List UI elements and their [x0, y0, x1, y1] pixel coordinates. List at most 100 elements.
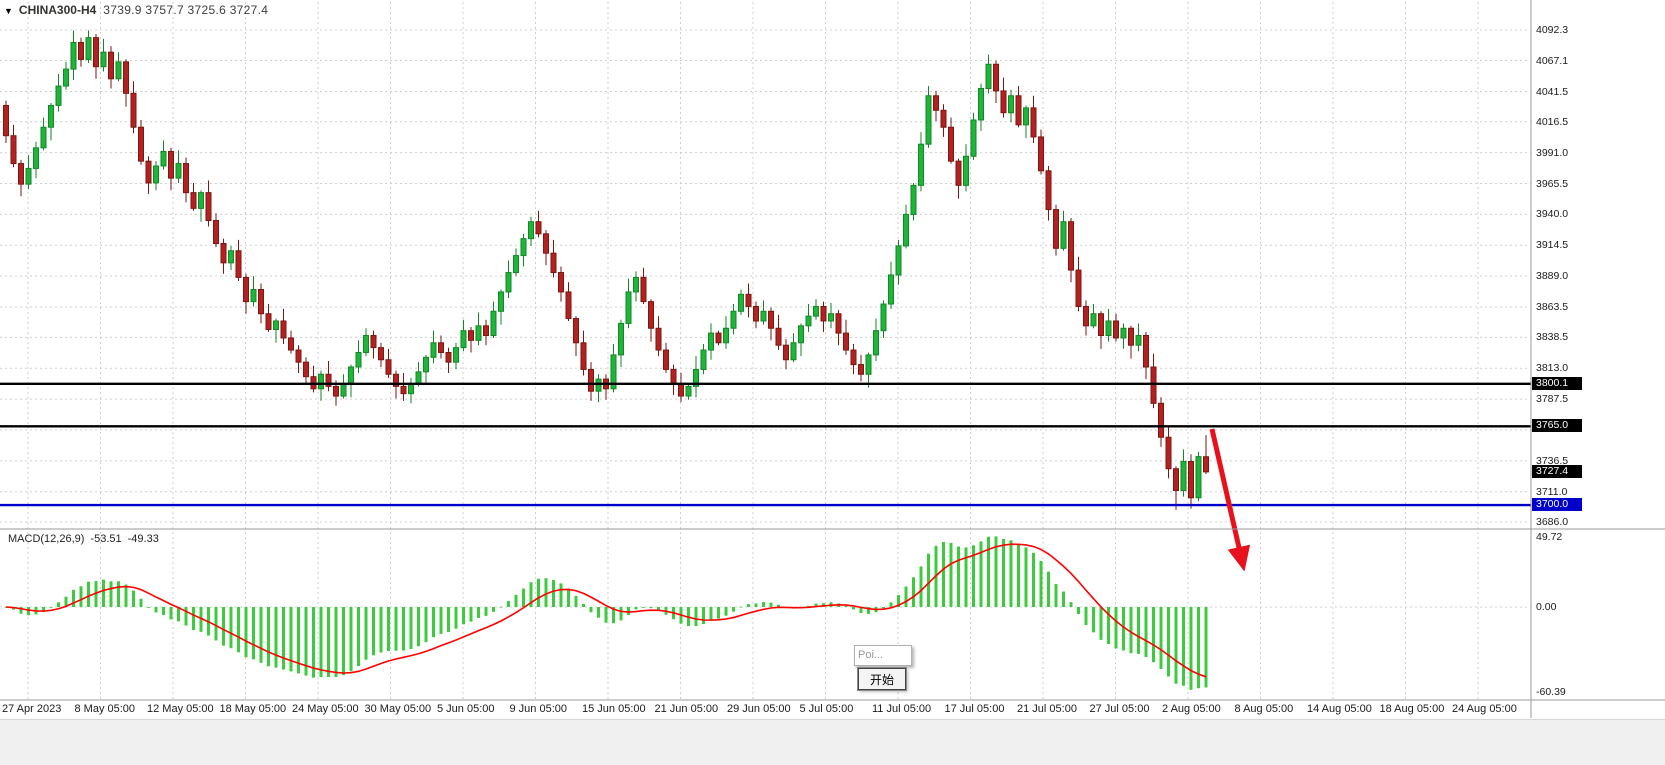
macd-bar: [297, 607, 300, 674]
candle-body: [430, 342, 437, 358]
time-label: 18 May 05:00: [219, 703, 287, 715]
macd-bar: [1152, 607, 1155, 663]
macd-bar: [949, 542, 953, 607]
candle-body: [970, 119, 977, 157]
time-label: 9 Jun 05:00: [509, 703, 568, 715]
macd-bar: [859, 607, 863, 614]
candle-body: [798, 325, 804, 344]
panel-borders: [0, 0, 1665, 718]
candle-body: [220, 242, 227, 264]
candle-body: [745, 293, 752, 307]
candle-body: [843, 332, 849, 351]
candle-body: [100, 51, 107, 68]
macd-bar: [529, 582, 533, 607]
candle-body: [213, 219, 219, 244]
macd-bar: [1174, 607, 1178, 684]
macd-bar: [492, 607, 495, 612]
candle-body: [1038, 136, 1044, 172]
candle-body: [805, 315, 812, 327]
macd-bar: [507, 600, 510, 607]
candle-body: [265, 313, 272, 330]
candle-body: [873, 330, 879, 356]
macd-bar: [1084, 607, 1088, 626]
candle-body: [895, 245, 902, 276]
price-tick-label: 4041.5: [1536, 85, 1569, 98]
trend-arrow[interactable]: [1209, 428, 1251, 572]
candles: [3, 30, 1209, 510]
time-label: 21 Jun 05:00: [654, 703, 719, 715]
macd-bar: [117, 581, 120, 607]
time-label: 15 Jun 05:00: [582, 703, 646, 715]
macd-main-value: -53.51: [90, 533, 122, 545]
price-tick-label: 3965.5: [1536, 177, 1569, 190]
candle-body: [10, 135, 17, 165]
macd-bar: [567, 588, 570, 607]
candle-body: [663, 349, 669, 370]
time-label: 12 May 05:00: [147, 703, 214, 715]
candle-body: [550, 252, 557, 274]
candle-body: [280, 320, 287, 339]
candle-body: [48, 104, 54, 128]
macd-bar: [1099, 607, 1103, 640]
macd-bar: [229, 607, 233, 649]
candle-body: [1068, 221, 1074, 271]
candle-body: [693, 368, 699, 387]
macd-bar: [634, 607, 638, 610]
chart-menu-icon[interactable]: ▼: [4, 5, 13, 16]
candle-body: [865, 354, 872, 375]
candle-body: [618, 322, 624, 356]
macd-bar: [1024, 547, 1028, 607]
candle-body: [978, 87, 984, 121]
macd-bar: [1062, 591, 1065, 607]
candle-body: [1158, 402, 1164, 438]
candle-body: [775, 327, 782, 346]
macd-bar: [349, 607, 353, 672]
macd-bar: [1002, 539, 1005, 607]
macd-bar: [19, 607, 23, 614]
price-tick-label: 3914.5: [1536, 239, 1569, 252]
macd-bar: [1122, 607, 1125, 651]
time-label: 5 Jun 05:00: [437, 703, 495, 715]
candle-body: [520, 238, 527, 257]
candle-body: [820, 305, 827, 322]
macd-bar: [912, 577, 915, 607]
start-button[interactable]: 开始: [857, 667, 907, 691]
macd-bar: [94, 581, 98, 607]
candle-body: [168, 150, 174, 179]
horizontal-price-lines[interactable]: [0, 382, 1531, 507]
candle-body: [55, 85, 62, 106]
macd-bar: [1137, 607, 1140, 654]
macd-bar: [1047, 571, 1050, 607]
macd-bar: [447, 607, 450, 632]
down-arrow[interactable]: [1209, 428, 1251, 572]
time-label: 5 Jul 05:00: [799, 703, 854, 715]
macd-bar: [462, 607, 465, 625]
candle-body: [768, 310, 774, 329]
macd-bar: [1144, 607, 1148, 657]
macd-bar: [747, 604, 750, 607]
candle-body: [993, 63, 999, 92]
macd-bar: [109, 581, 113, 607]
candle-body: [138, 126, 144, 162]
macd-bar: [1039, 561, 1043, 607]
candle-body: [910, 184, 917, 215]
macd-bar: [72, 589, 75, 607]
macd-bar: [289, 607, 293, 672]
macd-signal-path: [5, 543, 1207, 678]
candle-body: [708, 332, 714, 351]
macd-bar: [312, 607, 315, 678]
macd-bar: [739, 606, 743, 608]
macd-bar: [477, 607, 480, 618]
candle-body: [423, 356, 429, 373]
candle-body: [130, 92, 137, 128]
candle-body: [355, 351, 362, 368]
macd-bar: [222, 607, 225, 646]
candle-body: [460, 330, 467, 349]
candle-body: [505, 272, 512, 293]
candle-body: [1105, 320, 1112, 337]
macd-bar: [417, 607, 420, 647]
candle-body: [1165, 436, 1172, 470]
candle-body: [685, 385, 692, 397]
